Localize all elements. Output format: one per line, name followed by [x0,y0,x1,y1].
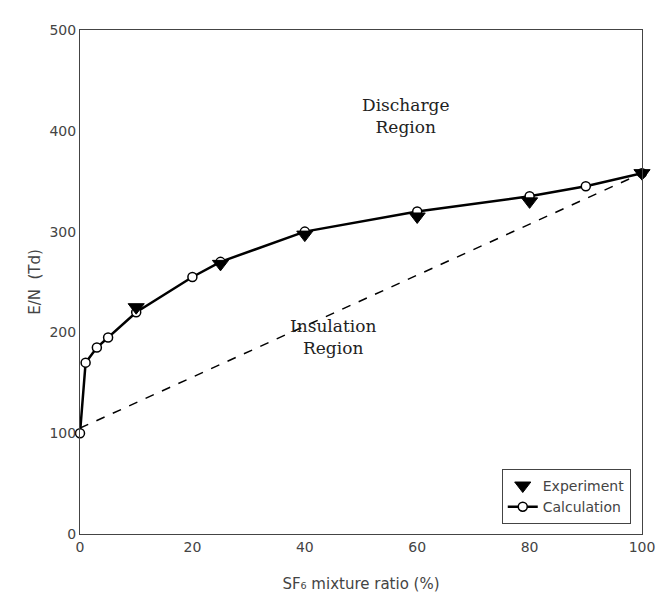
svg-text:60: 60 [408,539,426,555]
svg-text:200: 200 [49,324,76,340]
svg-text:0: 0 [67,526,76,542]
svg-text:Experiment: Experiment [543,478,624,494]
svg-text:500: 500 [49,22,76,38]
svg-text:300: 300 [49,224,76,240]
svg-text:Calculation: Calculation [543,499,621,515]
svg-text:0: 0 [76,539,85,555]
svg-text:InsulationRegion: InsulationRegion [290,316,376,358]
svg-text:SF₆ mixture ratio (%): SF₆ mixture ratio (%) [282,575,439,593]
svg-text:100: 100 [49,425,76,441]
svg-text:400: 400 [49,123,76,139]
svg-text:DischargeRegion: DischargeRegion [362,95,449,137]
svg-text:E/N (Td): E/N (Td) [26,249,44,315]
svg-text:40: 40 [296,539,314,555]
svg-text:100: 100 [629,539,656,555]
svg-text:20: 20 [183,539,201,555]
svg-text:80: 80 [521,539,539,555]
